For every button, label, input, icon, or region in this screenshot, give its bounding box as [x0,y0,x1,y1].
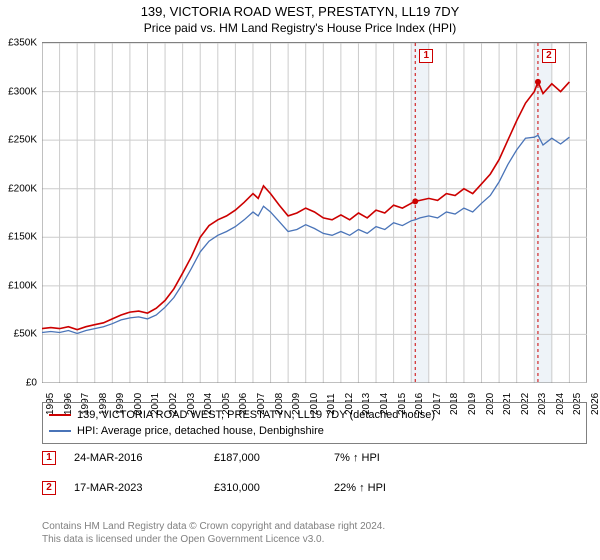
chart-container: 139, VICTORIA ROAD WEST, PRESTATYN, LL19… [0,0,600,560]
y-axis-tick-label: £150K [8,232,37,243]
legend: 139, VICTORIA ROAD WEST, PRESTATYN, LL19… [42,402,587,444]
line-chart: £0£50K£100K£150K£200K£250K£300K£350K1995… [42,42,587,382]
legend-item-hpi: HPI: Average price, detached house, Denb… [49,423,580,439]
y-axis-tick-label: £200K [8,183,37,194]
transaction-price: £310,000 [214,482,334,494]
y-axis-tick-label: £0 [26,378,37,389]
legend-label: 139, VICTORIA ROAD WEST, PRESTATYN, LL19… [77,409,435,421]
footer-line-1: Contains HM Land Registry data © Crown c… [42,520,587,533]
y-axis-tick-label: £250K [8,135,37,146]
title-block: 139, VICTORIA ROAD WEST, PRESTATYN, LL19… [0,0,600,35]
marker-flag-icon: 2 [542,49,556,63]
legend-item-price-paid: 139, VICTORIA ROAD WEST, PRESTATYN, LL19… [49,407,580,423]
footer-attribution: Contains HM Land Registry data © Crown c… [42,520,587,546]
legend-swatch-icon [49,414,71,416]
transaction-pct: 7% ↑ HPI [334,452,587,464]
legend-swatch-icon [49,430,71,432]
y-axis-tick-label: £50K [14,329,37,340]
footer-line-2: This data is licensed under the Open Gov… [42,533,587,546]
legend-label: HPI: Average price, detached house, Denb… [77,425,324,437]
transaction-flag-icon: 2 [42,481,56,495]
transaction-date: 17-MAR-2023 [74,482,214,494]
transaction-pct: 22% ↑ HPI [334,482,587,494]
x-axis-tick-label: 2026 [590,393,600,415]
y-axis-tick-label: £100K [8,280,37,291]
marker-flag-icon: 1 [419,49,433,63]
title-line-2: Price paid vs. HM Land Registry's House … [0,21,600,35]
title-line-1: 139, VICTORIA ROAD WEST, PRESTATYN, LL19… [0,4,600,19]
transaction-date: 24-MAR-2016 [74,452,214,464]
y-axis-tick-label: £350K [8,38,37,49]
transaction-row: 1 24-MAR-2016 £187,000 7% ↑ HPI [42,448,587,468]
y-axis-tick-label: £300K [8,86,37,97]
transaction-row: 2 17-MAR-2023 £310,000 22% ↑ HPI [42,478,587,498]
transaction-price: £187,000 [214,452,334,464]
transaction-flag-icon: 1 [42,451,56,465]
